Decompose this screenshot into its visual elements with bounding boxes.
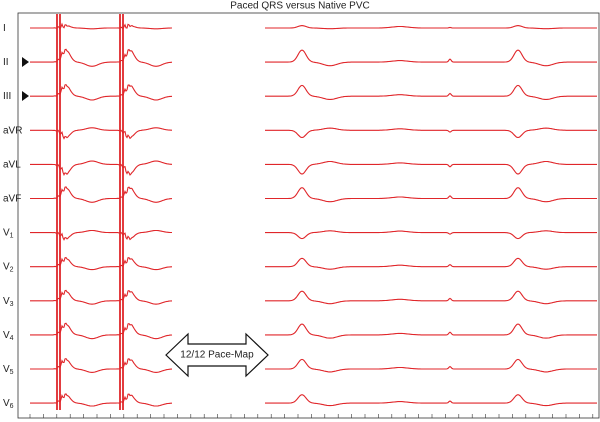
lead-name: V [3, 261, 10, 272]
lead-label: I [3, 23, 6, 34]
lead-subscript: 1 [10, 232, 14, 239]
lead-marker [22, 91, 29, 101]
ecg-trace [30, 357, 172, 373]
lead-label: aVF [3, 193, 21, 204]
lead-label: V6 [3, 398, 14, 410]
lead-name: V [3, 227, 10, 238]
lead-name: aVL [3, 159, 21, 170]
lead-label: aVR [3, 125, 22, 136]
ecg-trace [30, 229, 172, 241]
lead-label: aVL [3, 159, 21, 170]
lead-subscript: 6 [10, 403, 14, 410]
lead-label: V4 [3, 330, 14, 342]
ecg-trace [30, 160, 172, 176]
lead-label: V2 [3, 261, 14, 273]
ecg-trace [265, 84, 597, 100]
lead-name: I [3, 23, 6, 34]
ecg-trace [265, 25, 597, 30]
ecg-trace [30, 22, 172, 31]
lead-name: V [3, 330, 10, 341]
lead-name: aVR [3, 125, 22, 136]
ecg-trace [30, 83, 173, 101]
lead-label: V1 [3, 227, 14, 239]
ecg-trace [265, 49, 597, 67]
lead-subscript: 5 [10, 369, 14, 376]
lead-name: III [3, 91, 11, 102]
lead-name: V [3, 364, 10, 375]
ecg-trace [265, 187, 597, 203]
ecg-trace [265, 127, 597, 139]
ecg-trace [30, 48, 173, 67]
lead-label: V3 [3, 295, 14, 307]
ecg-trace [30, 256, 172, 271]
ecg-trace [265, 257, 597, 270]
ecg-trace [30, 186, 173, 203]
figure-title: Paced QRS versus Native PVC [230, 1, 370, 12]
lead-label: II [3, 57, 9, 68]
ecg-trace [265, 230, 597, 240]
ecg-trace [30, 322, 173, 340]
ecg-trace [30, 127, 172, 140]
lead-name: V [3, 295, 10, 306]
ecg-trace [265, 160, 597, 175]
lead-subscript: 2 [10, 267, 14, 274]
ecg-trace [265, 358, 597, 373]
ecg-trace [265, 323, 597, 339]
lead-name: aVF [3, 193, 21, 204]
lead-label: III [3, 91, 11, 102]
ecg-trace [30, 393, 172, 407]
lead-subscript: 3 [10, 301, 14, 308]
ecg-trace [265, 290, 597, 305]
lead-marker [22, 57, 29, 67]
ecg-trace [265, 394, 597, 407]
lead-subscript: 4 [10, 335, 14, 342]
arrow-label: 12/12 Pace-Map [180, 350, 254, 361]
lead-name: II [3, 57, 9, 68]
frame [17, 12, 600, 419]
lead-label: V5 [3, 364, 14, 376]
ecg-trace [30, 289, 172, 305]
lead-name: V [3, 398, 10, 409]
pace-map-arrow: 12/12 Pace-Map [165, 332, 269, 378]
